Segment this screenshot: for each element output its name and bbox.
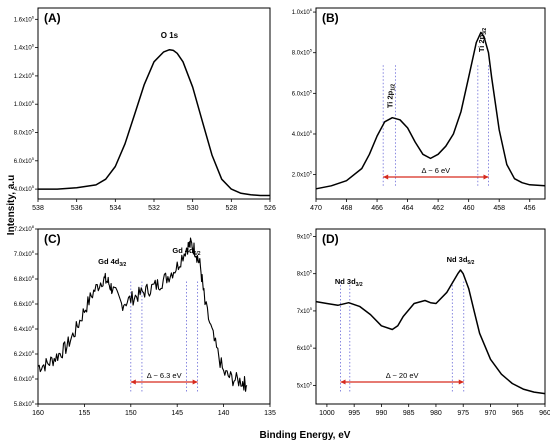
x-tick-label: 530	[187, 205, 199, 212]
y-tick-label: 6.2x108	[14, 349, 35, 358]
y-tick-label: 9x105	[297, 231, 313, 240]
x-tick-label: 995	[348, 410, 360, 417]
spectrum-line	[37, 237, 248, 392]
x-tick-label: 960	[539, 410, 550, 417]
x-tick-label: 985	[403, 410, 415, 417]
x-tick-label: 462	[432, 205, 444, 212]
y-tick-label: 6.4x108	[14, 324, 35, 333]
arrow-head	[340, 379, 346, 385]
y-tick-label: 5.8x108	[14, 399, 35, 408]
peak-annotation: Ti 2p3/2	[477, 28, 488, 53]
x-tick-label: 970	[485, 410, 497, 417]
x-tick-label: 975	[457, 410, 469, 417]
x-tick-label: 150	[125, 410, 137, 417]
x-tick-label: 466	[371, 205, 383, 212]
peak-annotation: Ti 2p1/2	[385, 84, 396, 109]
x-tick-label: 526	[264, 205, 276, 212]
y-tick-label: 7.0x108	[14, 249, 35, 258]
y-tick-label: 6.8x108	[14, 274, 35, 283]
peak-annotation: Gd 4d3/2	[98, 257, 126, 268]
x-tick-label: 1000	[319, 410, 335, 417]
y-tick-label: 6x105	[297, 343, 313, 352]
panel-b: 470 468 466 464 462 460 458 456 2.0x105 4.0x105 6.…	[292, 7, 546, 212]
x-tick-label: 538	[32, 205, 44, 212]
x-tick-label: 534	[109, 205, 121, 212]
spectrum-line	[38, 48, 270, 197]
panel-label: (B)	[322, 11, 339, 25]
x-tick-label: 990	[376, 410, 388, 417]
peak-label: O 1s	[161, 31, 179, 40]
y-tick-label: 8.0x105	[292, 48, 313, 57]
peak-annotation: Nd 3d5/2	[447, 255, 475, 266]
y-tick-label: 7x105	[297, 306, 313, 315]
x-tick-label: 980	[430, 410, 442, 417]
x-tick-label: 536	[71, 205, 83, 212]
y-tick-label: 1.0x106	[14, 99, 35, 108]
y-tick-label: 1.6x106	[14, 14, 35, 23]
delta-label: Δ ~ 20 eV	[386, 371, 419, 380]
y-tick-label: 8x105	[297, 269, 313, 278]
spectrum-line	[315, 269, 546, 395]
panel-a: 538 536 534 532 530 528 526 4.0x105 6.0x105 8.0x1…	[14, 7, 276, 212]
y-tick-label: 8.0x105	[14, 128, 35, 137]
y-tick-label: 6.0x105	[14, 156, 35, 165]
x-tick-label: 135	[264, 410, 276, 417]
panel-d: 1000 995 990 985 980 975 970 965 960 5x105 6x105 7x…	[297, 228, 550, 417]
arrow-head	[130, 379, 136, 385]
y-tick-label: 7.2x108	[14, 224, 35, 233]
delta-label: Δ ~ 6 eV	[422, 166, 451, 175]
arrow-head	[483, 174, 489, 180]
arrow-head	[458, 379, 464, 385]
panel-label: (C)	[44, 232, 61, 246]
y-tick-label: 4.0x105	[292, 129, 313, 138]
arrow-head	[383, 174, 389, 180]
peak-annotation: Nd 3d3/2	[335, 277, 363, 288]
panel-label: (A)	[44, 11, 61, 25]
x-tick-label: 140	[218, 410, 230, 417]
x-tick-label: 468	[341, 205, 353, 212]
y-axis-label: Intensity, a.u	[6, 175, 17, 235]
arrow-head	[192, 379, 198, 385]
x-tick-label: 458	[493, 205, 505, 212]
plot-frame	[315, 228, 546, 405]
x-tick-label: 965	[512, 410, 524, 417]
y-tick-label: 4.0x105	[14, 184, 35, 193]
y-tick-label: 6.6x108	[14, 299, 35, 308]
x-tick-label: 155	[79, 410, 91, 417]
spectrum-line	[315, 31, 546, 190]
plot-frame	[315, 7, 546, 200]
y-tick-label: 1.2x106	[14, 71, 35, 80]
x-tick-label: 528	[225, 205, 237, 212]
x-tick-label: 160	[32, 410, 44, 417]
x-axis-label: Binding Energy, eV	[260, 430, 351, 441]
plot-frame	[37, 7, 271, 200]
x-tick-label: 456	[524, 205, 536, 212]
plot-frame	[37, 228, 271, 405]
delta-label: Δ ~ 6.3 eV	[147, 371, 182, 380]
y-tick-label: 6.0x105	[292, 88, 313, 97]
y-tick-label: 1.0x106	[292, 7, 313, 16]
x-tick-label: 470	[310, 205, 322, 212]
x-tick-label: 460	[463, 205, 475, 212]
x-tick-label: 532	[148, 205, 160, 212]
panel-c: 160 155 150 145 140 135 5.8x108 6.0x108 6.2x108 6…	[14, 224, 276, 417]
y-tick-label: 5x105	[297, 380, 313, 389]
peak-annotation: Gd 4d5/2	[172, 246, 200, 257]
y-tick-label: 2.0x105	[292, 170, 313, 179]
y-tick-label: 1.4x106	[14, 43, 35, 52]
y-tick-label: 6.0x108	[14, 374, 35, 383]
panel-label: (D)	[322, 232, 339, 246]
x-tick-label: 464	[402, 205, 414, 212]
x-tick-label: 145	[171, 410, 183, 417]
